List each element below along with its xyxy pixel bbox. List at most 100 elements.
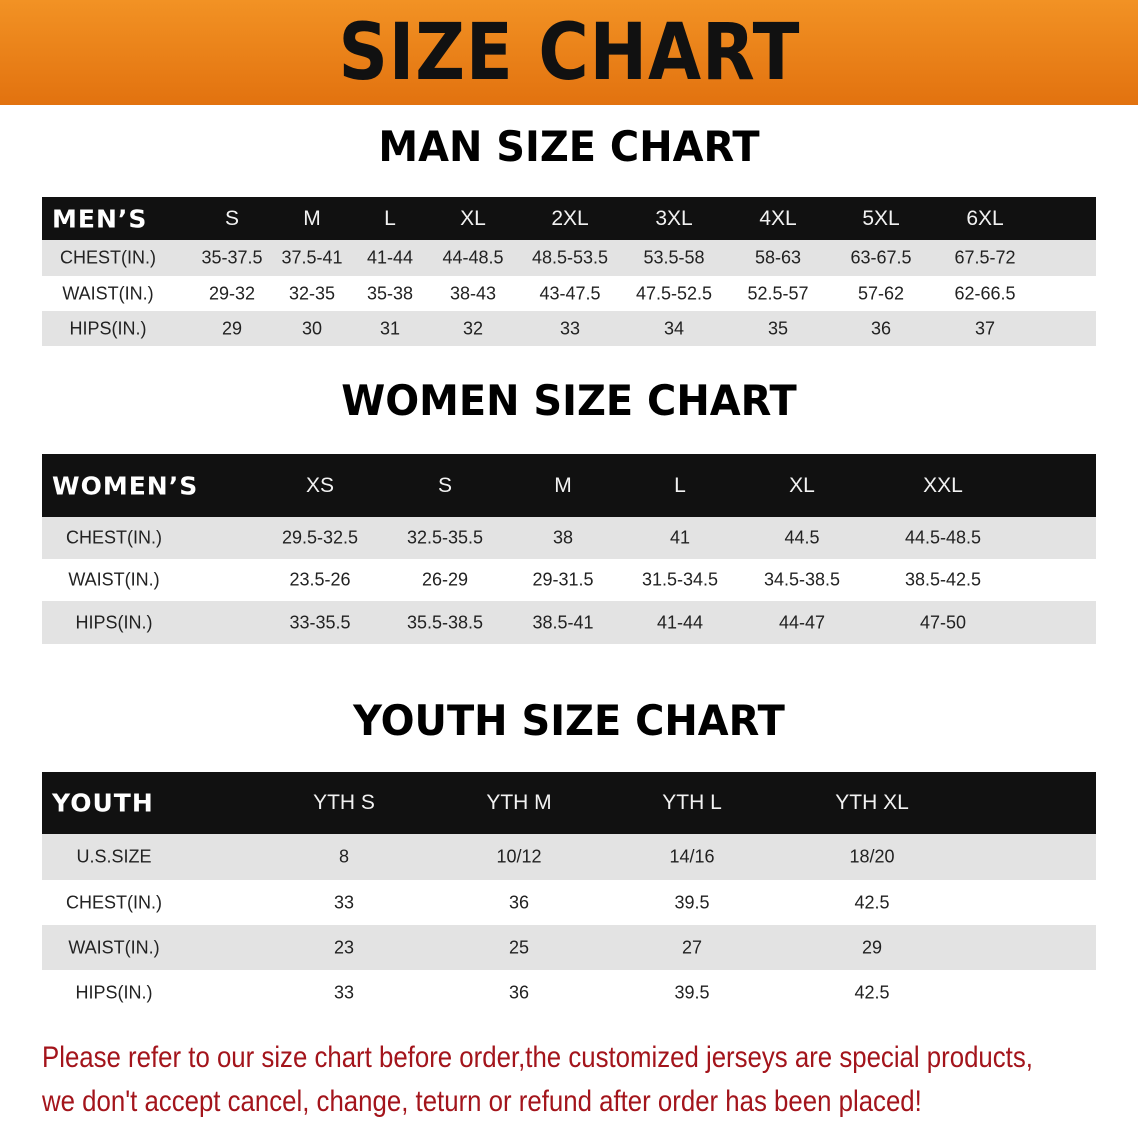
table-cell: 35-38 bbox=[366, 283, 414, 303]
size-header: 6XL bbox=[966, 206, 1004, 230]
size-header: XXL bbox=[923, 473, 963, 497]
row-label: WAIST(IN.) bbox=[68, 937, 160, 957]
size-header: 2XL bbox=[551, 206, 589, 230]
table-cell: 32-35 bbox=[288, 283, 336, 303]
table-cell: 29-32 bbox=[208, 283, 256, 303]
size-header: 5XL bbox=[862, 206, 900, 230]
banner: SIZE CHART bbox=[0, 0, 1138, 105]
men-section-title: MAN SIZE CHART bbox=[378, 122, 760, 171]
table-cell: 52.5-57 bbox=[747, 283, 809, 303]
table-cell: 44.5-48.5 bbox=[904, 527, 982, 548]
table-row: CHEST(IN.) 29.5-32.5 32.5-35.5 38 41 44.5 44.5… bbox=[42, 517, 1096, 559]
table-cell: 44.5 bbox=[784, 527, 820, 548]
table-cell: 36 bbox=[508, 892, 530, 912]
table-cell: 43-47.5 bbox=[539, 283, 601, 303]
row-label: HIPS(IN.) bbox=[75, 982, 153, 1002]
row-label: CHEST(IN.) bbox=[66, 892, 162, 912]
table-row: WAIST(IN.) 23 25 27 29 bbox=[42, 925, 1096, 970]
size-header: YTH XL bbox=[835, 791, 909, 814]
size-header: YTH S bbox=[313, 791, 375, 814]
table-cell: 23.5-26 bbox=[289, 569, 351, 590]
table-cell: 53.5-58 bbox=[643, 247, 705, 268]
table-cell: 42.5 bbox=[854, 982, 890, 1002]
row-label: WAIST(IN.) bbox=[68, 569, 160, 590]
table-cell: 58-63 bbox=[754, 247, 802, 268]
row-label: CHEST(IN.) bbox=[60, 247, 156, 268]
table-cell: 29-31.5 bbox=[532, 569, 594, 590]
table-cell: 37.5-41 bbox=[281, 247, 343, 268]
table-row: HIPS(IN.) 33 36 39.5 42.5 bbox=[42, 970, 1096, 1015]
size-header: 4XL bbox=[759, 206, 797, 230]
table-cell: 10/12 bbox=[496, 846, 542, 867]
table-cell: 67.5-72 bbox=[954, 247, 1016, 268]
women-header-label: WOMEN’S bbox=[52, 471, 199, 500]
size-header: XL bbox=[789, 473, 815, 497]
row-label: U.S.SIZE bbox=[76, 846, 152, 867]
table-cell: 41 bbox=[669, 527, 691, 548]
size-header: YTH M bbox=[486, 791, 552, 814]
size-header: L bbox=[384, 206, 396, 230]
table-cell: 33 bbox=[333, 892, 355, 912]
row-label: WAIST(IN.) bbox=[62, 283, 154, 303]
table-row: U.S.SIZE 8 10/12 14/16 18/20 bbox=[42, 834, 1096, 880]
table-cell: 23 bbox=[333, 937, 355, 957]
table-cell: 35-37.5 bbox=[201, 247, 263, 268]
table-cell: 30 bbox=[301, 318, 323, 338]
table-cell: 33-35.5 bbox=[289, 612, 351, 632]
table-row: CHEST(IN.) 33 36 39.5 42.5 bbox=[42, 880, 1096, 925]
youth-size-table: YOUTH YTH S YTH M YTH L YTH XL U.S.SIZE 8 10/12… bbox=[42, 772, 1096, 1015]
table-row: WAIST(IN.) 29-32 32-35 35-38 38-43 43-47.5 47.… bbox=[42, 276, 1096, 311]
table-cell: 38.5-41 bbox=[532, 612, 594, 632]
table-cell: 25 bbox=[508, 937, 530, 957]
table-cell: 48.5-53.5 bbox=[531, 247, 609, 268]
size-header: S bbox=[437, 473, 453, 497]
notice-line-2: we don't accept cancel, change, teturn o… bbox=[42, 1085, 922, 1118]
size-header: XL bbox=[460, 206, 486, 230]
table-cell: 57-62 bbox=[857, 283, 905, 303]
table-cell: 33 bbox=[333, 982, 355, 1002]
table-cell: 27 bbox=[681, 937, 703, 957]
table-cell: 29 bbox=[861, 937, 883, 957]
table-cell: 41-44 bbox=[656, 612, 704, 632]
youth-header-row: YOUTH YTH S YTH M YTH L YTH XL bbox=[42, 772, 1096, 834]
table-cell: 63-67.5 bbox=[850, 247, 912, 268]
table-cell: 29 bbox=[221, 318, 243, 338]
table-cell: 26-29 bbox=[421, 569, 469, 590]
table-cell: 47-50 bbox=[919, 612, 967, 632]
women-section-title: WOMEN SIZE CHART bbox=[341, 376, 797, 425]
notice-line-1: Please refer to our size chart before or… bbox=[42, 1041, 1033, 1074]
table-cell: 14/16 bbox=[669, 846, 715, 867]
men-header-row: MEN’S S M L XL 2XL 3XL 4XL 5XL 6XL bbox=[42, 197, 1096, 240]
table-cell: 29.5-32.5 bbox=[281, 527, 359, 548]
table-cell: 34.5-38.5 bbox=[763, 569, 841, 590]
table-cell: 35.5-38.5 bbox=[406, 612, 484, 632]
row-label: CHEST(IN.) bbox=[66, 527, 162, 548]
table-cell: 42.5 bbox=[854, 892, 890, 912]
size-header: 3XL bbox=[655, 206, 693, 230]
table-cell: 34 bbox=[663, 318, 685, 338]
table-row: HIPS(IN.) 29 30 31 32 33 34 35 36 37 bbox=[42, 311, 1096, 346]
table-cell: 32.5-35.5 bbox=[406, 527, 484, 548]
size-header: S bbox=[224, 206, 240, 230]
size-header: L bbox=[674, 473, 686, 497]
table-row: CHEST(IN.) 35-37.5 37.5-41 41-44 44-48.5 48.5… bbox=[42, 240, 1096, 276]
row-label: HIPS(IN.) bbox=[69, 318, 147, 338]
women-header-row: WOMEN’S XS S M L XL XXL bbox=[42, 454, 1096, 517]
table-cell: 35 bbox=[767, 318, 789, 338]
table-cell: 31 bbox=[379, 318, 401, 338]
table-cell: 18/20 bbox=[849, 846, 895, 867]
size-header: XS bbox=[305, 473, 335, 497]
table-row: WAIST(IN.) 23.5-26 26-29 29-31.5 31.5-34.5 34… bbox=[42, 559, 1096, 601]
table-cell: 62-66.5 bbox=[954, 283, 1016, 303]
size-header: YTH L bbox=[662, 791, 722, 814]
table-cell: 37 bbox=[974, 318, 996, 338]
women-size-table: WOMEN’S XS S M L XL XXL CHEST(IN.) 29.5-32.5 32.5… bbox=[42, 454, 1096, 644]
table-cell: 38-43 bbox=[449, 283, 497, 303]
banner-title: SIZE CHART bbox=[338, 7, 800, 98]
size-header: M bbox=[303, 206, 321, 230]
table-cell: 39.5 bbox=[674, 982, 710, 1002]
size-header: M bbox=[554, 473, 572, 497]
table-cell: 41-44 bbox=[366, 247, 414, 268]
table-cell: 33 bbox=[559, 318, 581, 338]
